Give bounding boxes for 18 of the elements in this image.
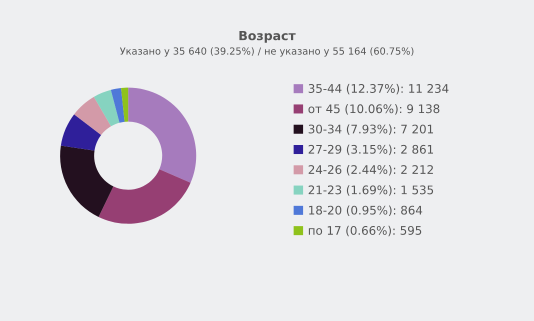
legend-label: 30-34 (7.93%): 7 201 — [308, 124, 434, 135]
legend-label: 27-29 (3.15%): 2 861 — [308, 144, 434, 156]
chart-subtitle: Указано у 35 640 (39.25%) / не указано у 55 164 (60.75%) — [120, 47, 414, 57]
donut-slice — [60, 114, 102, 151]
donut-slice — [98, 169, 191, 224]
donut-slice — [74, 96, 112, 136]
legend-label: 21-23 (1.69%): 1 535 — [308, 185, 434, 196]
legend-label: 24-26 (2.44%): 2 212 — [308, 164, 433, 176]
donut-slice — [94, 90, 120, 126]
donut-slice — [60, 146, 114, 217]
donut-slice — [110, 88, 125, 123]
legend-label: от 45 (10.06%): 9 138 — [308, 104, 440, 115]
legend-label: 18-20 (0.95%): 864 — [309, 206, 422, 216]
donut-slice — [128, 88, 196, 183]
donut-slice — [121, 88, 128, 122]
legend-label: 35-44 (12.37%): 11 234 — [308, 84, 448, 94]
legend-label: по 17 (0.66%): 595 — [308, 226, 422, 236]
chart-title: Возраст — [239, 31, 296, 43]
